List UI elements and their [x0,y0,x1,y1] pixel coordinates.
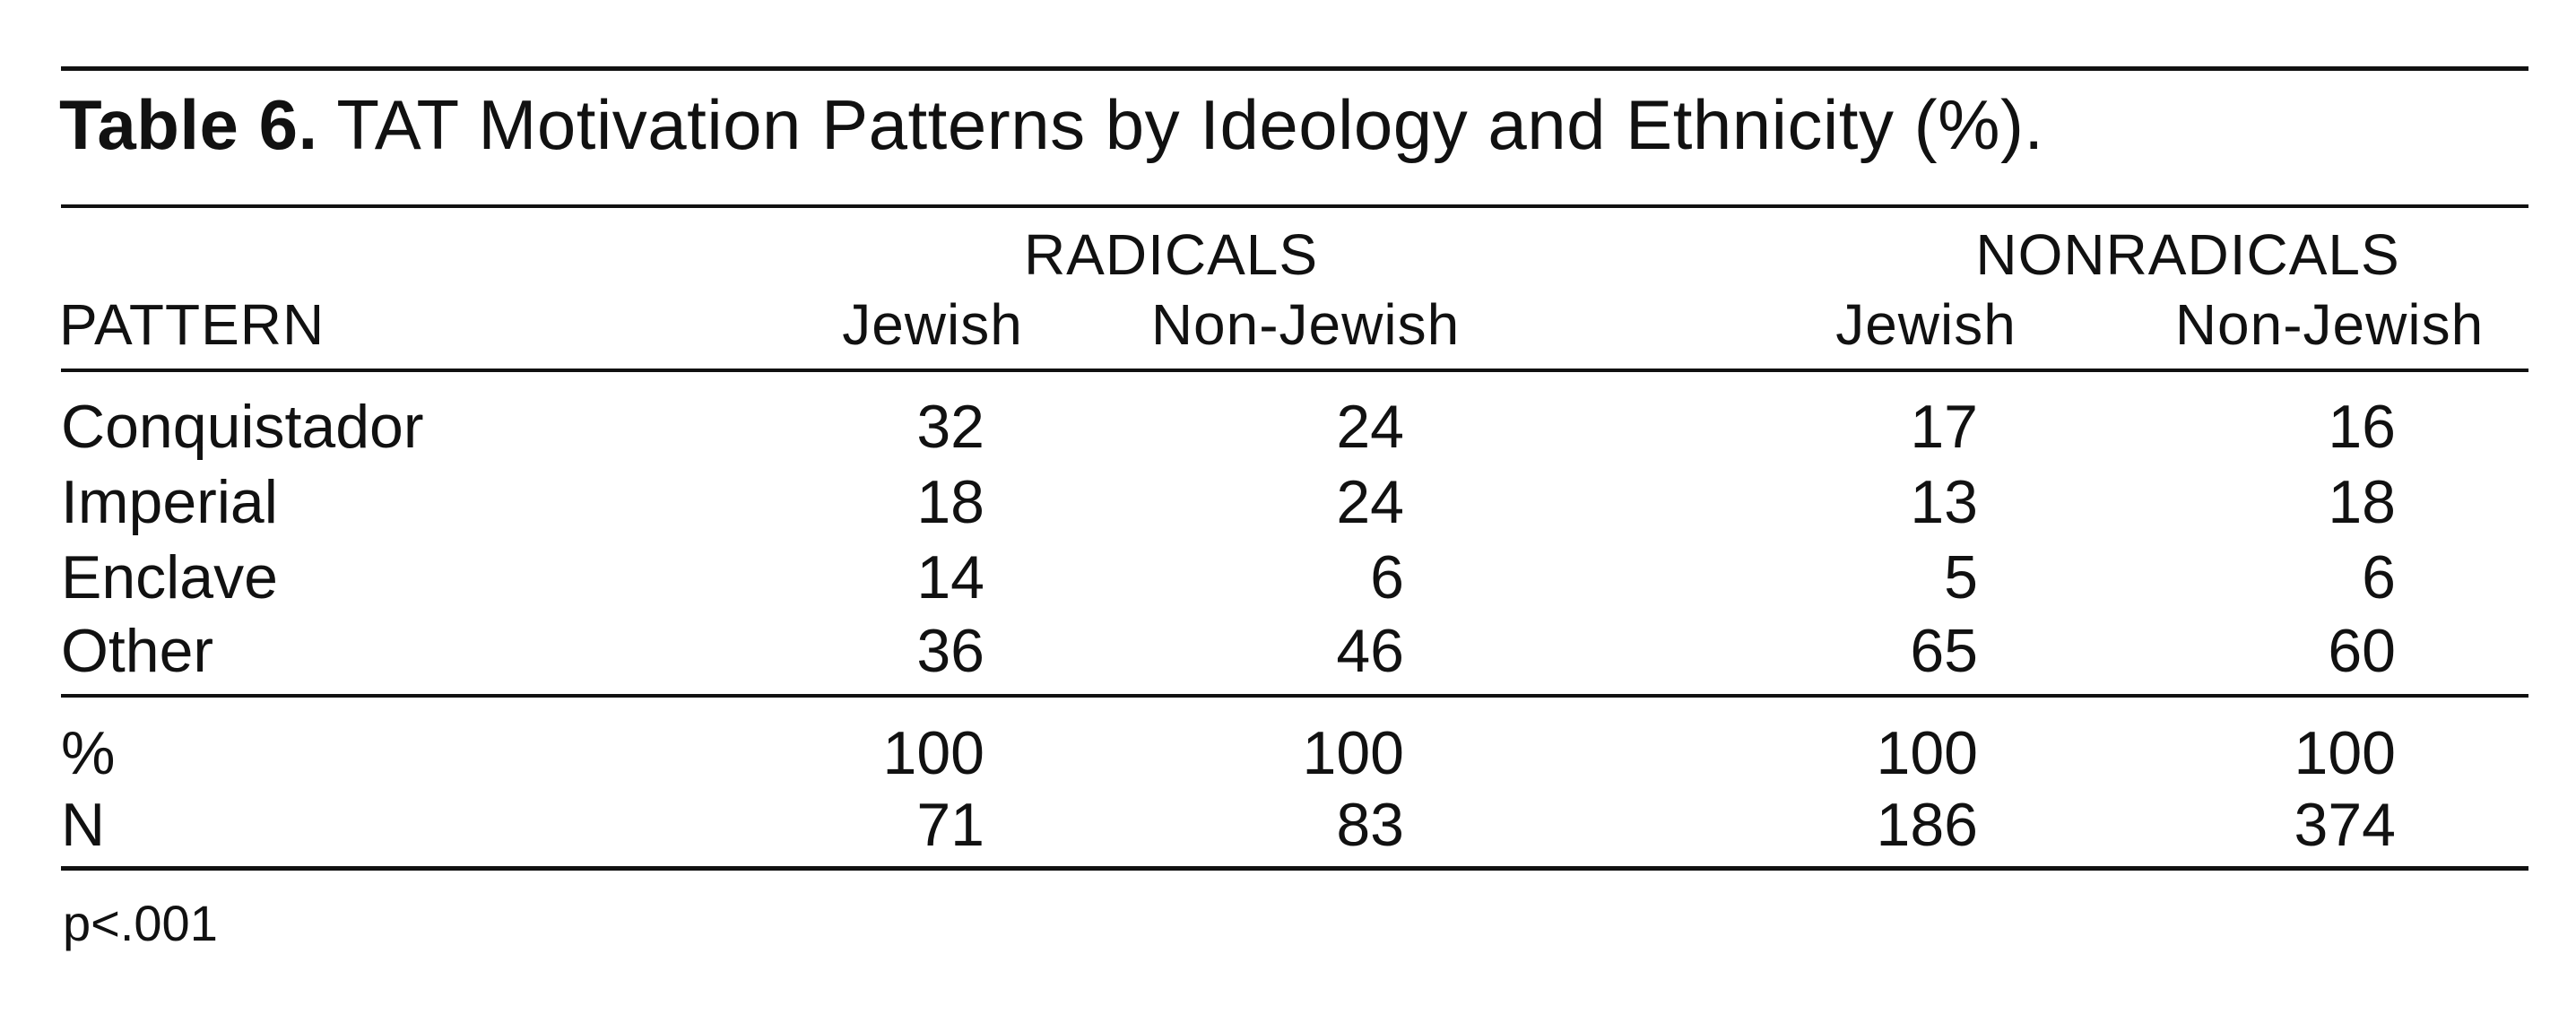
table-row-percent-total: % 100 100 100 100 [0,717,2576,789]
table-cell: 186 [1876,791,1978,859]
column-header-radicals-jewish: Jewish [842,292,1023,357]
table-cell: 24 [1336,393,1404,461]
table-cell: 83 [1336,791,1404,859]
table-cell: 6 [1370,543,1404,611]
row-label: Other [61,617,214,685]
group-header-radicals: RADICALS [1023,222,1319,287]
table-cell: 13 [1910,468,1978,536]
table-cell: 100 [2294,719,2396,787]
table-cell: 100 [1302,719,1404,787]
table-cell: 18 [916,468,984,536]
header-rule [61,369,2528,372]
table-caption: Table 6. TAT Motivation Patterns by Ideo… [59,90,2044,160]
stub-header: PATTERN [59,292,325,357]
column-header-nonradicals-nonjewish: Non-Jewish [2174,292,2485,357]
row-label: Imperial [61,468,278,536]
table-cell: 6 [2362,543,2396,611]
table-cell: 46 [1336,617,1404,685]
table-cell: 17 [1910,393,1978,461]
table-row-other: Other 36 46 65 60 [0,615,2576,687]
table-cell: 374 [2294,791,2396,859]
table-row-imperial: Imperial 18 24 13 18 [0,466,2576,538]
caption-rule [61,204,2528,208]
column-header-nonradicals-jewish: Jewish [1835,292,2017,357]
table-cell: 100 [1876,719,1978,787]
table-cell: 5 [1944,543,1978,611]
group-header-nonradicals: NONRADICALS [1975,222,2400,287]
table-cell: 14 [916,543,984,611]
column-header-radicals-nonjewish: Non-Jewish [1150,292,1461,357]
row-label: Conquistador [61,393,424,461]
table-cell: 60 [2328,617,2396,685]
table-cell: 100 [882,719,984,787]
table-cell: 18 [2328,468,2396,536]
table-top-rule [61,66,2528,71]
table-cell: 24 [1336,468,1404,536]
table-row-enclave: Enclave 14 6 5 6 [0,542,2576,613]
table-row-n: N 71 83 186 374 [0,789,2576,861]
row-label: N [61,791,106,859]
table-number: Table 6. [59,85,318,164]
row-label: Enclave [61,543,278,611]
table-cell: 65 [1910,617,1978,685]
significance-note: p<.001 [63,895,218,951]
totals-rule [61,694,2528,698]
table-bottom-rule [61,866,2528,871]
table-row-conquistador: Conquistador 32 24 17 16 [0,391,2576,463]
row-label: % [61,719,116,787]
table-cell: 32 [916,393,984,461]
table-cell: 36 [916,617,984,685]
table-title: TAT Motivation Patterns by Ideology and … [336,85,2044,164]
table-cell: 16 [2328,393,2396,461]
table-cell: 71 [916,791,984,859]
